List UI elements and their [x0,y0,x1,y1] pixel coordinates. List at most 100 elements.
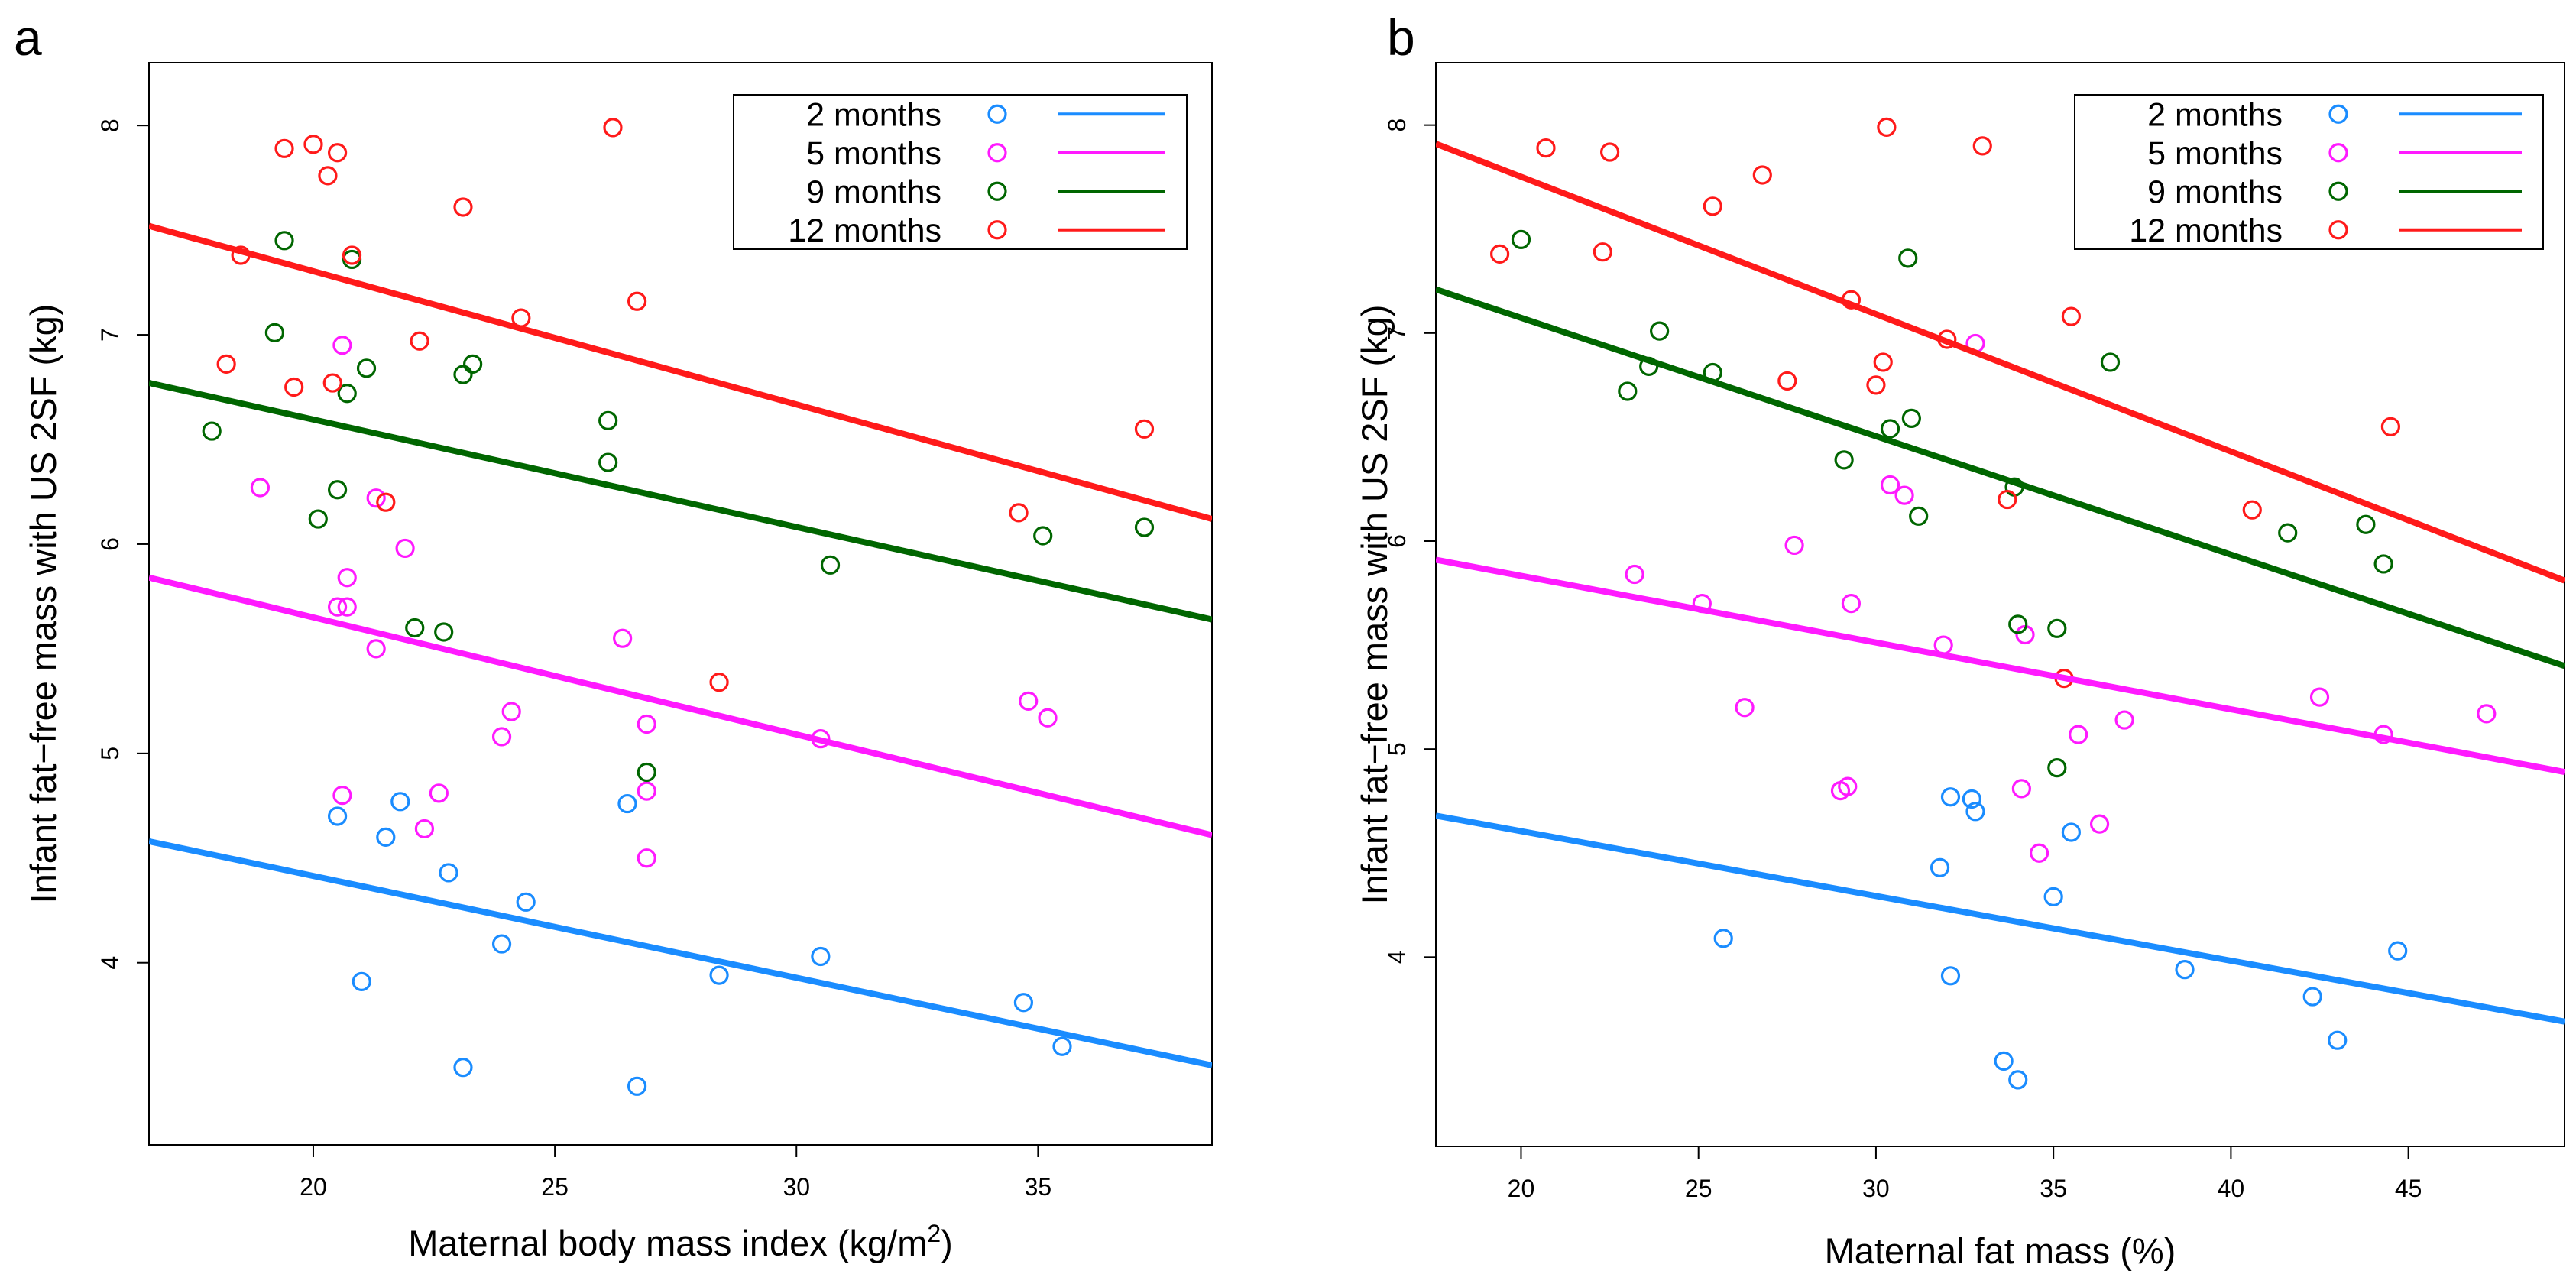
panel-b-2-months-point [2175,960,2195,980]
panel-b-12-months-point [1599,142,1620,162]
panel-b-5-months-point [1625,564,1644,585]
panel-b-legend-2-months-label: 2 months [2147,96,2283,133]
panel-a-12-months-point [303,135,323,154]
panel-b-y-tick-label: 6 [1383,534,1411,548]
panel-b-5-months-point [2069,725,2088,744]
panel-a-label: a [14,9,42,66]
panel-a-5-months-point [337,568,357,588]
panel-b-12-months-point [2061,306,2081,326]
panel-b-legend-12-months-label: 12 months [2129,212,2283,249]
panel-a-9-months-point [598,410,618,430]
panel-b-12-months-point [1536,138,1556,158]
panel-b-y-tick-label: 8 [1383,118,1411,132]
panel-a-2-months-point [376,827,396,847]
panel-a-5-months-point [1038,708,1058,728]
panel-a-2-months-point [352,971,371,991]
panel-a-5-months-point [429,783,449,803]
panel-b-x-tick-label: 30 [1862,1175,1890,1202]
panel-a-9-months-fit-line [149,380,1212,623]
panel-a-9-months-point [308,509,328,529]
panel-a-x-tick-label: 20 [300,1173,327,1201]
panel-a-5-months-fit-line [149,574,1212,838]
panel-b-y-axis-title: Infant fat−free mass with US 2SF (kg) [1354,305,1395,905]
panel-b-5-months-point [1841,594,1862,614]
panel-b-12-months-point [1998,489,2017,510]
panel-a-y-axis-title: Infant fat−free mass with US 2SF (kg) [23,304,63,904]
panel-a-9-months-point [337,384,357,404]
panel-a-12-months-point [327,143,348,163]
panel-b-5-months-point [1735,698,1755,718]
panel-a-5-months-point [250,478,271,498]
panel-a-y-tick-label: 8 [96,118,124,132]
panel-b-2-months-point [1965,802,1985,822]
panel-b-9-months-point [1511,229,1531,249]
panel-a-y-tick-label: 4 [96,956,124,970]
panel-a-2-months-point [390,792,410,812]
panel-b-12-months-point [1490,244,1510,264]
panel-a-9-months-point [356,358,377,378]
panel-b-y-tick-label: 5 [1383,742,1411,756]
panel-a-2-months-point [439,863,458,883]
panel-b-12-months-point [2380,417,2401,436]
panel-a-12-months-point [410,331,429,351]
panel-b-label: b [1387,9,1415,66]
panel-b-12-months-fit-line [1436,141,2565,584]
panel-b-legend-12-months-marker [2328,220,2348,240]
panel-a-legend-9-months-marker [987,181,1007,201]
panel-a-5-months-point [613,628,633,648]
panel-a-12-months-point [709,673,729,692]
panel-b-2-months-point [2061,822,2081,842]
panel-a-9-months-point [274,231,294,251]
panel-a-x-axis-title-sup: 2 [927,1220,941,1247]
panel-b-2-months-point [2043,887,2063,906]
panel-a-5-months-point [637,714,656,734]
panel-a-12-months-fit-line [149,222,1212,522]
panel-a-x-axis-title: Maternal body mass index (kg/m2) [408,1220,953,1263]
panel-a-9-months-point [820,555,841,575]
panel-a-2-months-point [327,806,348,826]
panel-a-5-months-point [637,848,656,868]
panel-a-2-months-point [617,793,637,814]
panel-b-legend-5-months-marker [2328,143,2348,163]
panel-a-9-months-point [453,365,473,384]
panel-a-9-months-point [264,323,284,342]
panel-b-5-months-fit-line [1436,556,2565,776]
panel-a-chart: a 20 25 30 35 4 5 6 7 8 Maternal body mass index (… [14,9,1213,1263]
panel-a-2-months-point [516,892,536,912]
panel-b-5-months-point [1838,776,1858,796]
panel-a-9-months-point [434,622,454,642]
panel-a-2-months-point [811,946,831,967]
panel-b-9-months-point [2373,554,2393,574]
panel-b-5-months-point [2309,687,2330,707]
panel-b-5-months-point [2011,779,2031,799]
panel-a-12-months-point [1134,419,1155,439]
panel-a-5-months-point [366,488,386,508]
panel-b-x-tick-label: 40 [2218,1175,2245,1202]
panel-a-12-months-point [603,118,623,138]
panel-a-9-months-point [327,480,348,500]
panel-b-12-months-point [2242,500,2262,520]
panel-a-12-months-point [1009,503,1029,523]
panel-a-legend-2-months-marker [987,104,1007,124]
panel-a-x-axis-title-text: Maternal body mass index (kg/m [408,1223,927,1263]
panel-a-9-months-point [1134,517,1155,537]
panel-a-9-months-point [202,421,222,441]
panel-b-2-months-point [2328,1030,2348,1050]
panel-b-9-months-point [1898,248,1918,268]
panel-b-12-months-point [1866,375,1886,395]
panel-a-2-months-point [627,1076,647,1096]
panel-a-x-tick-label: 25 [541,1173,569,1201]
panel-a-legend-12-months-marker [987,220,1007,240]
panel-a-y-tick-label: 7 [96,328,124,342]
panel-b-2-months-point [2302,987,2322,1007]
panel-a-9-months-point [637,762,656,783]
panel-a-2-months-point [1052,1036,1072,1056]
panel-b-5-months-point [1894,485,1914,505]
panel-a-x-axis-title-end: ) [941,1223,953,1263]
panel-b-9-months-point [2356,514,2376,534]
panel-a-5-months-point [414,819,434,839]
panel-a-9-months-point [463,354,483,374]
panel-b-9-months-point [1834,450,1854,470]
panel-a-data-layer [149,118,1212,1096]
panel-a-y-tick-label: 6 [96,537,124,551]
